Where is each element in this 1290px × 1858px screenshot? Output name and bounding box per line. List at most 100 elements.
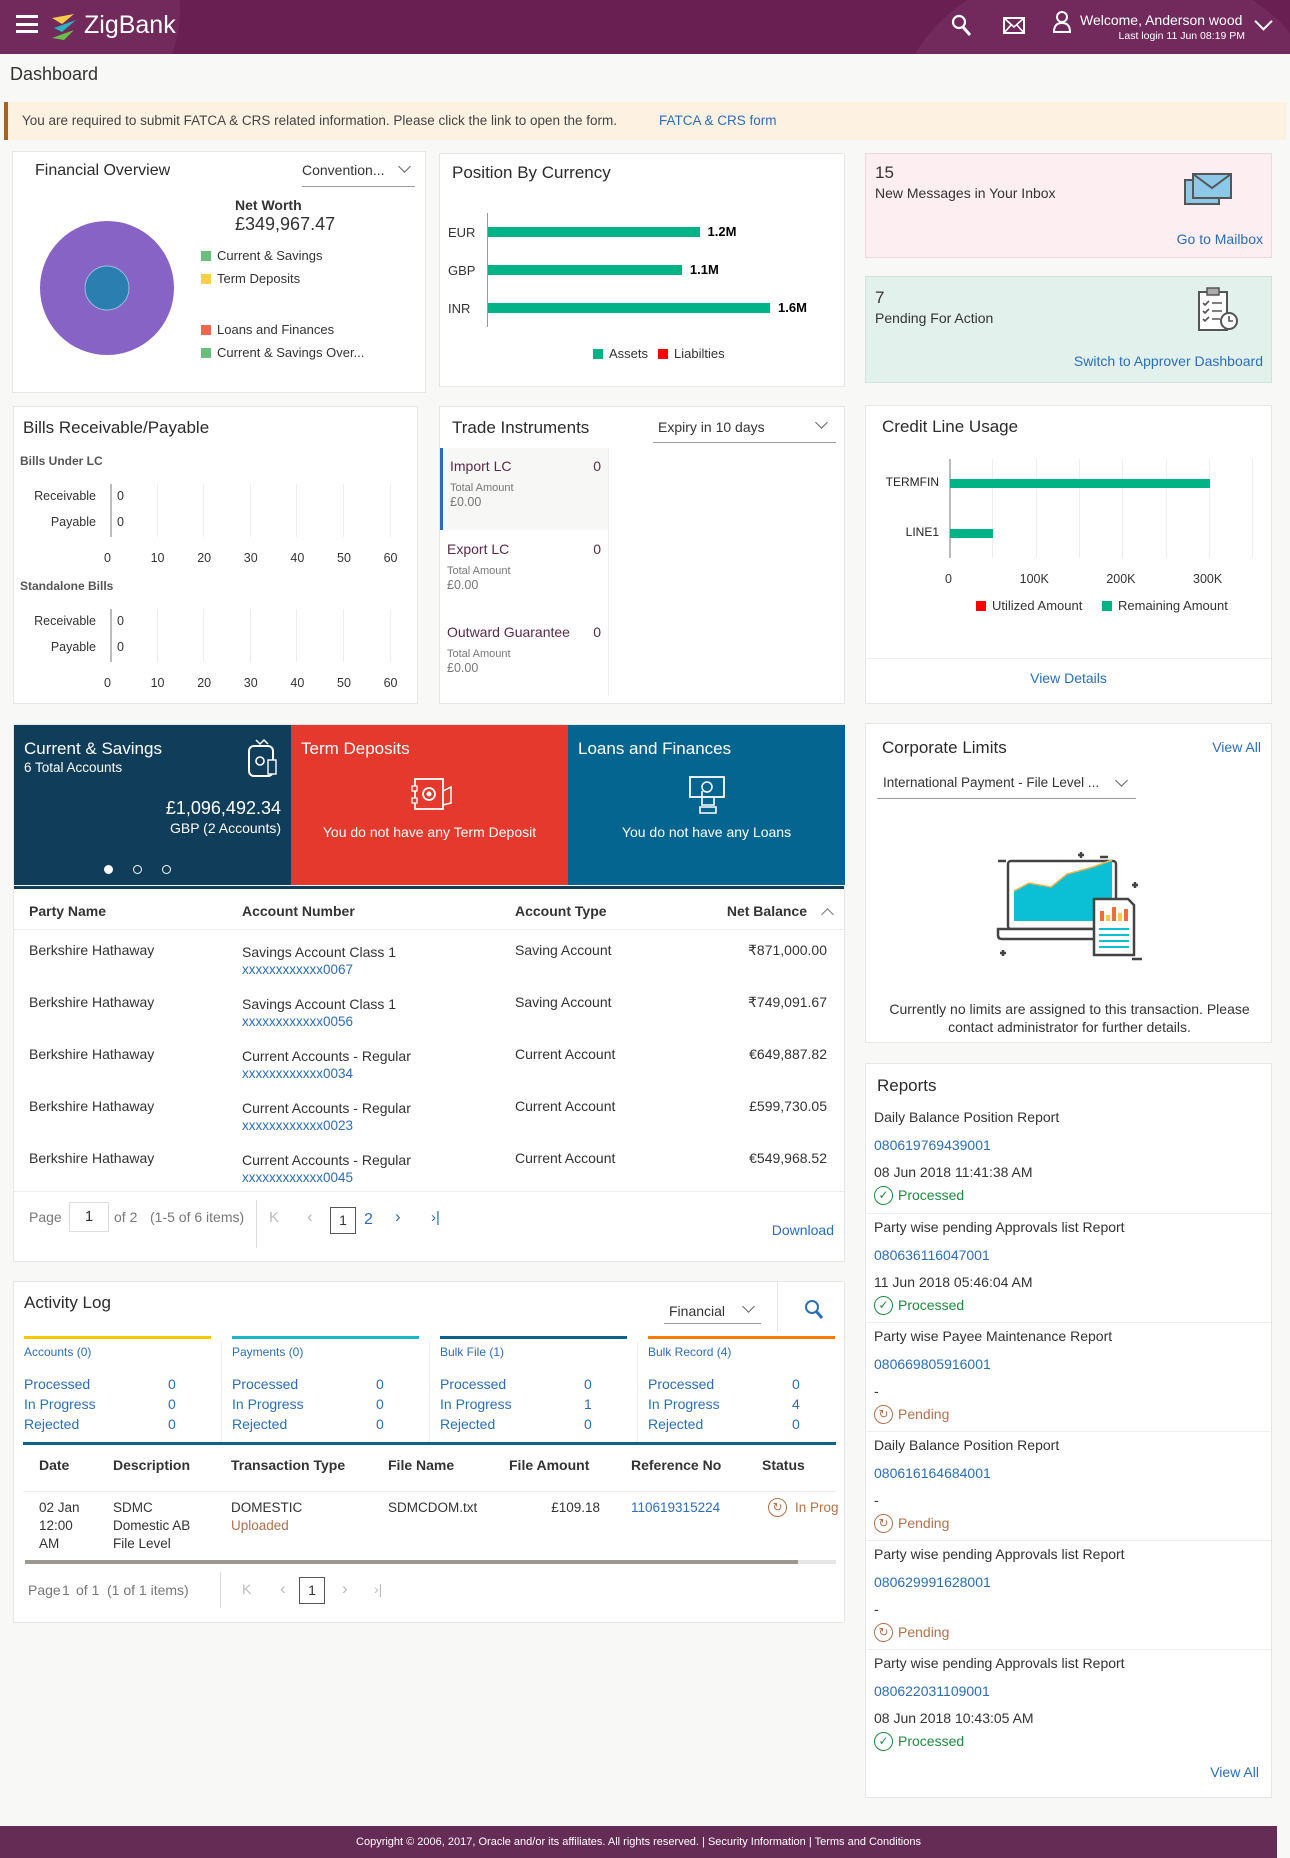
trade-item-outward-guarantee[interactable]: Outward Guarantee 0 Total Amount £0.00 <box>440 614 608 696</box>
overview-dropdown[interactable]: Convention... <box>302 160 415 187</box>
page-number-input[interactable]: 1 <box>69 1202 109 1232</box>
prev-page-icon[interactable]: ‹ <box>307 1207 313 1226</box>
status-label[interactable]: In Progress <box>24 1396 96 1412</box>
report-id-link[interactable]: 080669805916001 <box>874 1356 991 1372</box>
status-label[interactable]: Processed <box>440 1376 507 1392</box>
column-header[interactable]: Account Type <box>515 903 607 919</box>
table-row[interactable]: Berkshire Hathaway Savings Account Class … <box>14 994 844 1040</box>
account-number-link[interactable]: xxxxxxxxxxxx0056 <box>242 1014 354 1029</box>
report-id-link[interactable]: 080629991628001 <box>874 1574 991 1590</box>
page-1-button[interactable]: 1 <box>299 1577 325 1604</box>
page-2-button[interactable]: 2 <box>364 1211 373 1228</box>
status-label[interactable]: Rejected <box>440 1416 496 1432</box>
table-row[interactable]: Berkshire Hathaway Current Accounts - Reg… <box>14 1098 844 1144</box>
table-row[interactable]: Berkshire Hathaway Savings Account Class … <box>14 942 844 988</box>
status-label[interactable]: Processed <box>232 1376 299 1392</box>
expiry-dropdown[interactable]: Expiry in 10 days <box>653 415 836 443</box>
column-header[interactable]: File Amount <box>509 1457 590 1473</box>
column-header[interactable]: File Name <box>388 1457 455 1473</box>
table-row[interactable]: Berkshire Hathaway Current Accounts - Reg… <box>14 1046 844 1092</box>
prev-page-icon[interactable]: ‹ <box>280 1579 286 1598</box>
report-id-link[interactable]: 080616164684001 <box>874 1465 991 1481</box>
column-header[interactable]: Net Balance <box>726 903 807 919</box>
carousel-dot[interactable] <box>104 865 113 874</box>
column-header[interactable]: Status <box>762 1457 805 1473</box>
security-information-link[interactable]: Security Information <box>707 1836 806 1848</box>
last-page-icon[interactable]: ›| <box>431 1209 440 1226</box>
switch-approver-dashboard-link[interactable]: Switch to Approver Dashboard <box>1073 353 1263 369</box>
user-icon[interactable] <box>1052 10 1072 34</box>
term-deposits-tile[interactable]: Term Deposits You do not have any Term D… <box>291 725 568 885</box>
account-number-link[interactable]: xxxxxxxxxxxx0067 <box>242 962 354 977</box>
download-link[interactable]: Download <box>771 1222 834 1238</box>
report-id-link[interactable]: 080622031109001 <box>874 1683 990 1699</box>
status-label[interactable]: Processed <box>648 1376 715 1392</box>
page-1-button[interactable]: 1 <box>330 1207 356 1234</box>
column-header[interactable]: Description <box>113 1457 191 1473</box>
carousel-dot[interactable] <box>162 865 171 874</box>
report-item[interactable]: Party wise pending Approvals list Report… <box>866 1540 1271 1649</box>
reference-number-link[interactable]: 110619315224 <box>631 1500 721 1515</box>
column-header[interactable]: Account Number <box>242 903 355 919</box>
status-label[interactable]: In Progress <box>232 1396 304 1412</box>
next-page-icon[interactable]: › <box>342 1579 348 1598</box>
fatca-crs-form-link[interactable]: FATCA & CRS form <box>659 113 777 128</box>
terms-conditions-link[interactable]: Terms and Conditions <box>814 1836 921 1848</box>
activity-group-label[interactable]: Payments (0) <box>232 1345 304 1359</box>
reports-view-all[interactable]: View All <box>1210 1764 1259 1780</box>
column-header[interactable]: Date <box>39 1457 70 1473</box>
activity-group-label[interactable]: Accounts (0) <box>24 1345 92 1359</box>
search-icon[interactable] <box>804 1299 824 1321</box>
view-details-link[interactable]: View Details <box>1030 670 1107 686</box>
horizontal-scrollbar-thumb[interactable] <box>25 1560 798 1564</box>
table-row[interactable]: 02 Jan 12:00 AM SDMC Domestic AB File Level DO… <box>14 1498 844 1558</box>
status-label[interactable]: Processed <box>24 1376 91 1392</box>
account-number-link[interactable]: xxxxxxxxxxxx0023 <box>242 1118 354 1133</box>
current-savings-tile[interactable]: Current & Savings 6 Total Accounts £1,09… <box>14 725 291 885</box>
brand-name[interactable]: ZigBank <box>84 11 176 39</box>
column-header[interactable]: Reference No <box>631 1457 722 1473</box>
trade-item-import-lc[interactable]: Import LC 0 Total Amount £0.00 <box>440 448 608 530</box>
mail-icon[interactable] <box>1003 17 1025 34</box>
activity-group-label[interactable]: Bulk File (1) <box>440 1345 505 1359</box>
column-header[interactable]: Party Name <box>29 903 107 919</box>
status-label[interactable]: Rejected <box>24 1416 80 1432</box>
activity-group-label[interactable]: Bulk Record (4) <box>648 1345 732 1359</box>
bar-remaining-line1[interactable] <box>950 529 994 538</box>
go-to-mailbox-link[interactable]: Go to Mailbox <box>1176 231 1263 247</box>
menu-icon[interactable] <box>16 15 38 33</box>
sort-ascending-icon[interactable] <box>821 908 834 921</box>
welcome-text[interactable]: Welcome, Anderson wood <box>1080 12 1243 28</box>
bar-remaining-termfin[interactable] <box>950 479 1210 488</box>
search-icon[interactable] <box>951 14 973 38</box>
net-worth-donut-chart[interactable] <box>37 220 177 360</box>
report-item[interactable]: Party wise pending Approvals list Report… <box>866 1649 1271 1758</box>
report-id-link[interactable]: 080636116047001 <box>874 1247 990 1263</box>
status-label[interactable]: In Progress <box>440 1396 512 1412</box>
status-label[interactable]: Rejected <box>648 1416 704 1432</box>
status-label[interactable]: Rejected <box>232 1416 288 1432</box>
bar-assets-gbp[interactable] <box>488 265 682 275</box>
account-number-link[interactable]: xxxxxxxxxxxx0034 <box>242 1066 354 1081</box>
corporate-limits-view-all[interactable]: View All <box>1212 739 1261 755</box>
report-id-link[interactable]: 080619769439001 <box>874 1137 991 1153</box>
last-page-icon[interactable]: ›| <box>374 1581 383 1597</box>
limits-transaction-dropdown[interactable]: International Payment - File Level ... <box>877 770 1136 799</box>
report-item[interactable]: Daily Balance Position Report 08061616468… <box>866 1431 1271 1540</box>
inbox-card[interactable]: 15 New Messages in Your Inbox Go to Mail… <box>865 153 1272 258</box>
status-label[interactable]: In Progress <box>648 1396 720 1412</box>
column-header[interactable]: Transaction Type <box>231 1457 346 1473</box>
pending-action-card[interactable]: 7 Pending For Action Switch to Approver … <box>865 276 1272 383</box>
activity-type-dropdown[interactable]: Financial <box>664 1300 761 1324</box>
report-item[interactable]: Party wise Payee Maintenance Report 08066… <box>866 1322 1271 1431</box>
next-page-icon[interactable]: › <box>395 1207 401 1226</box>
trade-item-export-lc[interactable]: Export LC 0 Total Amount £0.00 <box>440 531 608 613</box>
report-item[interactable]: Daily Balance Position Report 08061976943… <box>866 1104 1271 1213</box>
first-page-icon[interactable]: K <box>242 1581 252 1597</box>
report-item[interactable]: Party wise pending Approvals list Report… <box>866 1213 1271 1322</box>
bar-assets-eur[interactable] <box>488 227 700 237</box>
carousel-dot[interactable] <box>133 865 142 874</box>
first-page-icon[interactable]: K <box>269 1209 280 1226</box>
horizontal-scrollbar-track[interactable] <box>25 1560 836 1564</box>
account-number-link[interactable]: xxxxxxxxxxxx0045 <box>242 1170 354 1185</box>
